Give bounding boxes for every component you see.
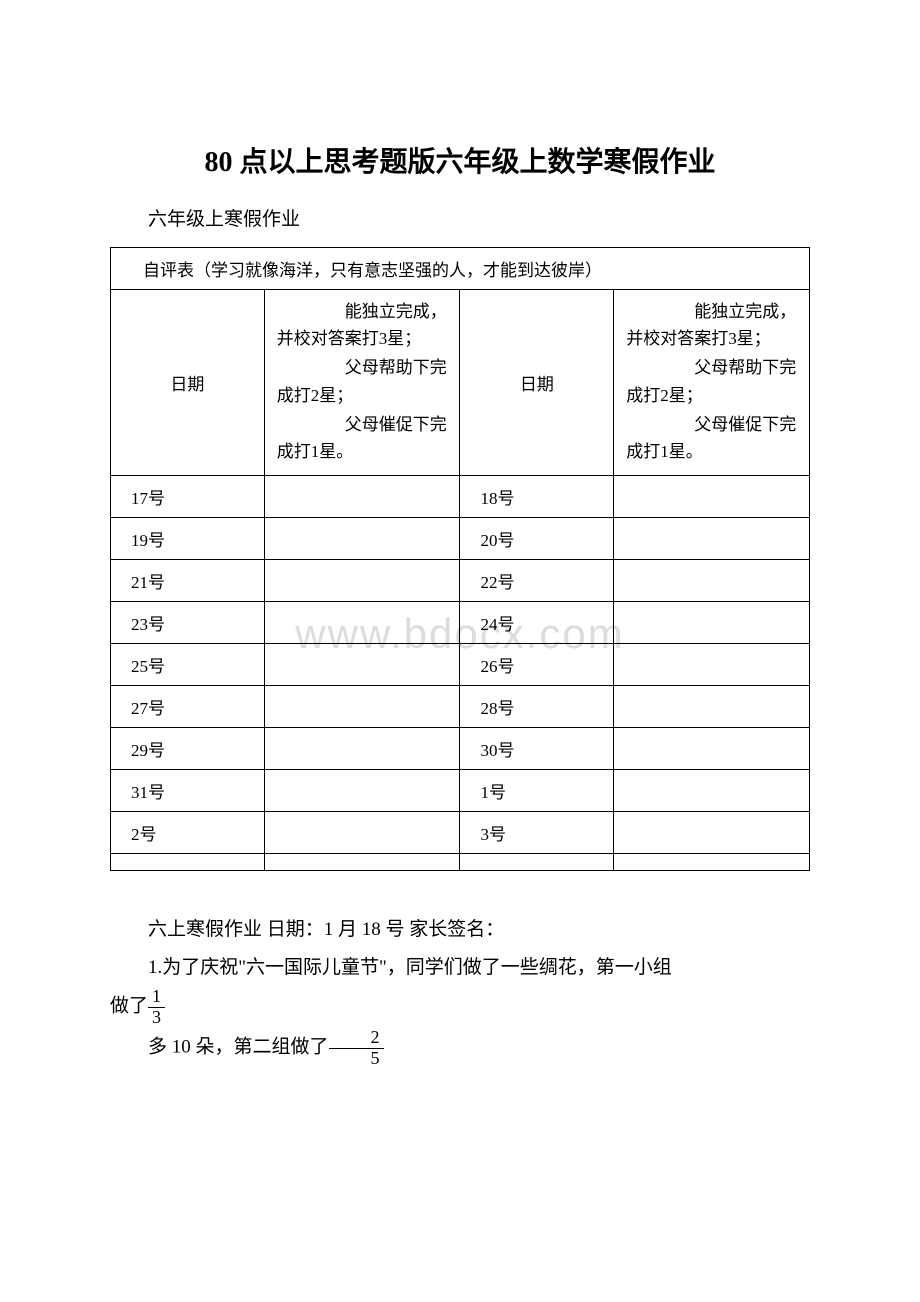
table-row: 23号 24号	[111, 602, 810, 644]
date-cell: 1号	[460, 770, 614, 812]
stars-cell	[614, 602, 810, 644]
table-row: 19号 20号	[111, 518, 810, 560]
fraction: 25	[329, 1028, 384, 1069]
page-title: 80 点以上思考题版六年级上数学寒假作业	[110, 140, 810, 180]
stars-cell	[614, 728, 810, 770]
fraction-numerator: 1	[148, 987, 165, 1008]
stars-cell	[264, 686, 460, 728]
fraction-denominator: 5	[329, 1049, 384, 1069]
fraction-denominator: 3	[148, 1008, 165, 1028]
stars-cell	[614, 560, 810, 602]
desc-line: 能独立完成，并校对答案打3星；	[626, 298, 803, 352]
fraction: 13	[148, 987, 165, 1028]
page-content: 80 点以上思考题版六年级上数学寒假作业 六年级上寒假作业 自评表（学习就像海洋…	[110, 140, 810, 1068]
table-row: 31号 1号	[111, 770, 810, 812]
date-cell: 29号	[111, 728, 265, 770]
stars-cell	[264, 518, 460, 560]
date-cell: 19号	[111, 518, 265, 560]
body-line: 六上寒假作业 日期：1 月 18 号 家长签名：	[110, 911, 810, 949]
date-cell: 27号	[111, 686, 265, 728]
stars-cell	[614, 644, 810, 686]
stars-cell	[264, 602, 460, 644]
table-row: 日期 能独立完成，并校对答案打3星； 父母帮助下完成打2星； 父母催促下完成打1…	[111, 290, 810, 476]
date-cell: 25号	[111, 644, 265, 686]
date-cell: 24号	[460, 602, 614, 644]
table-row	[111, 854, 810, 871]
evaluation-table: 自评表（学习就像海洋，只有意志坚强的人，才能到达彼岸） 日期 能独立完成，并校对…	[110, 247, 810, 871]
table-row: 2号 3号	[111, 812, 810, 854]
date-cell: 22号	[460, 560, 614, 602]
body-text-section: 六上寒假作业 日期：1 月 18 号 家长签名： 1.为了庆祝"六一国际儿童节"…	[110, 911, 810, 1068]
stars-cell	[264, 476, 460, 518]
stars-cell	[264, 728, 460, 770]
table-row: 17号 18号	[111, 476, 810, 518]
table-header-cell: 自评表（学习就像海洋，只有意志坚强的人，才能到达彼岸）	[111, 248, 810, 290]
table-row: 29号 30号	[111, 728, 810, 770]
desc-line: 父母帮助下完成打2星；	[277, 354, 454, 408]
stars-cell	[614, 518, 810, 560]
date-cell: 18号	[460, 476, 614, 518]
column-header-date: 日期	[460, 290, 614, 476]
table-row: 25号 26号	[111, 644, 810, 686]
table-row: 21号 22号	[111, 560, 810, 602]
body-line: 多 10 朵，第二组做了25	[110, 1028, 810, 1069]
desc-line: 父母催促下完成打1星。	[626, 411, 803, 465]
stars-cell	[264, 854, 460, 871]
date-cell: 2号	[111, 812, 265, 854]
desc-line: 父母催促下完成打1星。	[277, 411, 454, 465]
body-line: 1.为了庆祝"六一国际儿童节"，同学们做了一些绸花，第一小组	[110, 949, 810, 987]
stars-cell	[264, 812, 460, 854]
table-row: 27号 28号	[111, 686, 810, 728]
date-cell	[460, 854, 614, 871]
date-cell: 31号	[111, 770, 265, 812]
date-cell	[111, 854, 265, 871]
stars-cell	[264, 560, 460, 602]
body-text-fragment: 多 10 朵，第二组做了	[148, 1036, 329, 1057]
stars-cell	[614, 854, 810, 871]
column-header-desc: 能独立完成，并校对答案打3星； 父母帮助下完成打2星； 父母催促下完成打1星。	[614, 290, 810, 476]
stars-cell	[614, 476, 810, 518]
date-cell: 28号	[460, 686, 614, 728]
date-cell: 21号	[111, 560, 265, 602]
desc-line: 父母帮助下完成打2星；	[626, 354, 803, 408]
body-text-fragment: 做了	[110, 996, 148, 1017]
date-cell: 17号	[111, 476, 265, 518]
desc-line: 能独立完成，并校对答案打3星；	[277, 298, 454, 352]
date-cell: 26号	[460, 644, 614, 686]
stars-cell	[264, 770, 460, 812]
column-header-desc: 能独立完成，并校对答案打3星； 父母帮助下完成打2星； 父母催促下完成打1星。	[264, 290, 460, 476]
column-header-date: 日期	[111, 290, 265, 476]
date-cell: 20号	[460, 518, 614, 560]
date-cell: 3号	[460, 812, 614, 854]
date-cell: 23号	[111, 602, 265, 644]
stars-cell	[264, 644, 460, 686]
date-cell: 30号	[460, 728, 614, 770]
table-row: 自评表（学习就像海洋，只有意志坚强的人，才能到达彼岸）	[111, 248, 810, 290]
page-subtitle: 六年级上寒假作业	[110, 204, 810, 231]
stars-cell	[614, 770, 810, 812]
stars-cell	[614, 812, 810, 854]
stars-cell	[614, 686, 810, 728]
fraction-numerator: 2	[329, 1028, 384, 1049]
body-line: 做了13	[110, 987, 810, 1028]
